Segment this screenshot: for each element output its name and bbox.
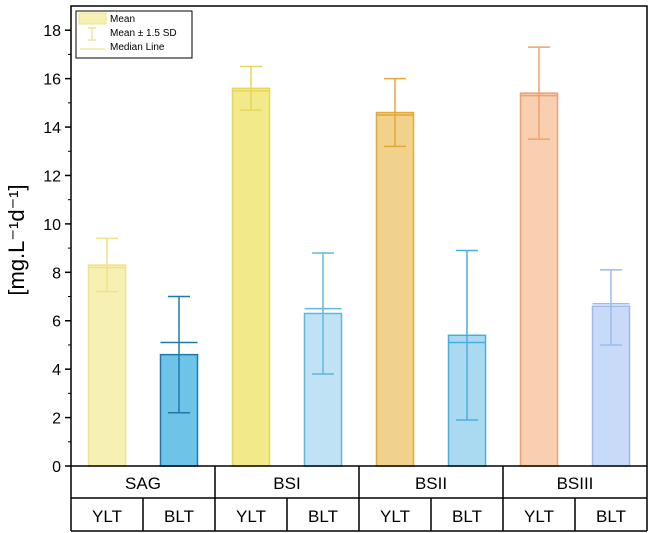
bars-layer [87,46,631,467]
y-tick-label: 14 [43,120,61,137]
y-tick-label: 18 [43,23,61,40]
subgroup-label-ylt: YLT [524,507,554,526]
y-tick-label: 8 [52,265,61,282]
subgroup-label-blt: BLT [164,507,194,526]
y-axis-label: [mg.L⁻¹d⁻¹] [4,184,29,295]
group-label-bsiii: BSIII [557,474,594,493]
y-tick-label: 12 [43,168,61,185]
subgroup-label-ylt: YLT [380,507,410,526]
group-label-bsii: BSII [415,474,447,493]
legend-entry: Median Line [110,42,165,53]
subgroup-label-ylt: YLT [236,507,266,526]
legend: Mean Mean ± 1.5 SD Median Line [75,10,193,59]
group-label-sag: SAG [125,474,161,493]
legend-swatch-mean [78,12,107,25]
bar-bsiii-ylt [519,92,559,467]
subgroup-label-blt: BLT [452,507,482,526]
group-label-bsi: BSI [273,474,300,493]
y-tick-label: 2 [52,411,61,428]
bar-bsii-ylt [375,111,415,467]
subgroup-label-blt: BLT [308,507,338,526]
y-tick-label: 10 [43,217,61,234]
legend-entry: Mean [110,14,135,25]
subgroup-label-blt: BLT [596,507,626,526]
y-tick-label: 0 [52,459,61,476]
legend-entry: Mean ± 1.5 SD [110,28,177,39]
y-tick-label: 4 [52,362,61,379]
bar-bsi-ylt [231,87,271,467]
subgroup-label-ylt: YLT [92,507,122,526]
y-tick-label: 16 [43,72,61,89]
y-tick-label: 6 [52,314,61,331]
plot-frame [70,5,648,467]
bar-sag-ylt [87,264,127,467]
